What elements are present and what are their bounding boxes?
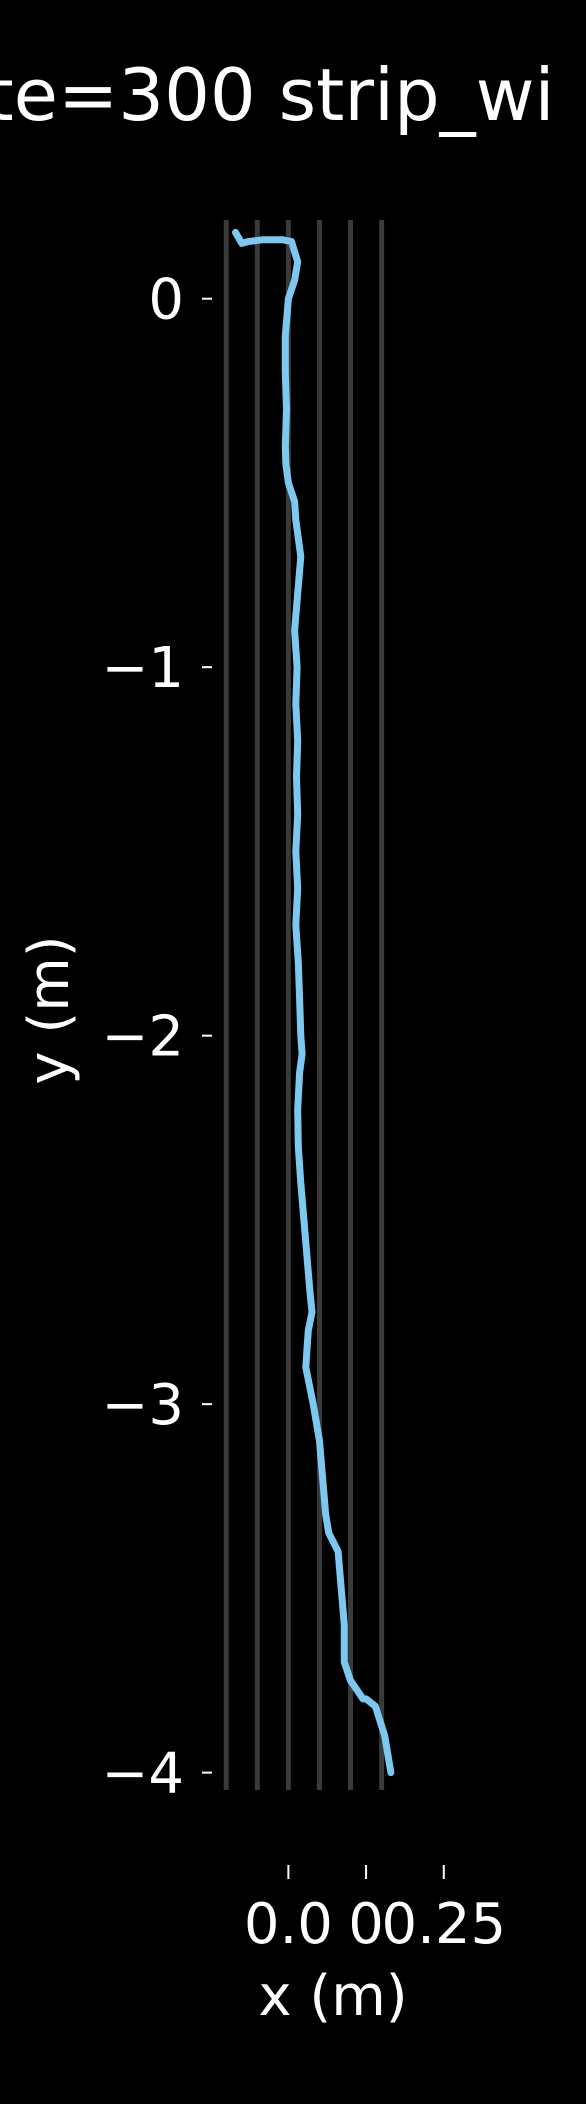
y-axis: 0 −1 −2 −3 −4 [101, 268, 212, 1807]
x-tick-label: 0.0 [244, 1892, 333, 1957]
y-tick-label: −2 [101, 1005, 184, 1070]
x-tick-label: 0.25 [381, 1892, 506, 1957]
y-tick-label: −1 [101, 636, 184, 701]
trajectory-line [232, 228, 395, 1777]
series-layer [232, 228, 395, 1777]
y-tick-label: −3 [101, 1373, 184, 1438]
y-tick-label: 0 [148, 268, 184, 333]
y-tick-label: −4 [101, 1742, 184, 1807]
x-tick-label: 0 [348, 1892, 384, 1957]
x-axis: 0.0 00.25 [244, 1865, 506, 1957]
x-axis-label: x (m) [258, 1964, 407, 2029]
chart-title: te=300 strip_wi [0, 53, 555, 137]
y-axis-label: y (m) [17, 935, 82, 1084]
